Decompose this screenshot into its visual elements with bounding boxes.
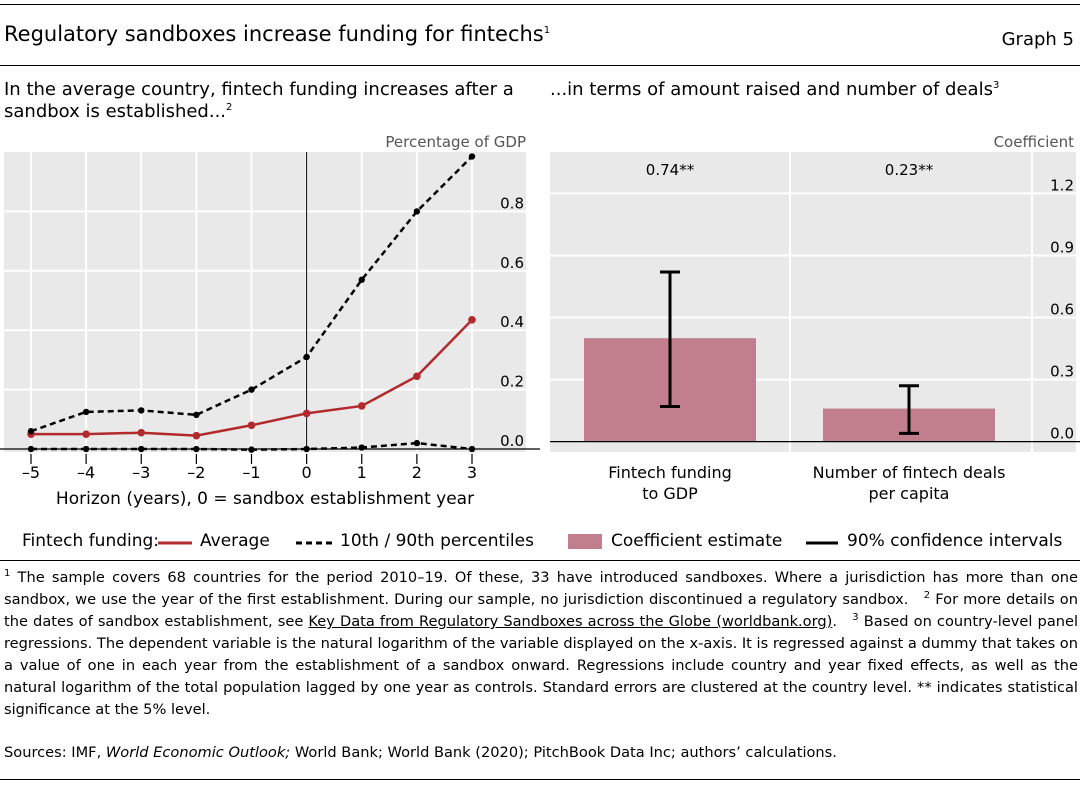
- bottom-rule: [0, 779, 1080, 780]
- right-bar-chart: 0.74** 0.23** 0.0 0.3 0.6 0.9 1.2 Fintech fun…: [550, 152, 1080, 503]
- y-tick-label: 0.2: [500, 373, 524, 391]
- x-tick-label: 1: [357, 463, 367, 482]
- worldbank-link[interactable]: Key Data from Regulatory Sandboxes acros…: [308, 613, 833, 630]
- data-point: [82, 430, 90, 438]
- data-point: [193, 411, 200, 419]
- title-rule: [0, 65, 1080, 66]
- y-tick-label: 0.0: [500, 432, 524, 450]
- y-tick-label: 0.3: [1050, 363, 1074, 381]
- data-point: [192, 431, 201, 440]
- y-tick-label: 1.2: [1050, 176, 1074, 194]
- data-point: [357, 402, 366, 410]
- top-rule: [0, 4, 1080, 5]
- y-tick-label: 0.8: [500, 194, 524, 212]
- y-tick-label: 0.9: [1050, 238, 1074, 256]
- left-unit-label: Percentage of GDP: [385, 133, 526, 151]
- data-point: [413, 208, 421, 215]
- x-tick-label: 0: [302, 463, 312, 482]
- right-unit-label: Coefficient: [993, 133, 1074, 151]
- data-point: [248, 386, 255, 393]
- data-point: [302, 409, 311, 418]
- legend-ci-label: 90% confidence intervals: [847, 531, 1063, 551]
- category-label: Fintech funding: [608, 463, 732, 482]
- data-point: [248, 446, 255, 453]
- category-label: to GDP: [642, 484, 698, 503]
- x-tick-label: –5: [22, 463, 40, 482]
- footnotes: 1 The sample covers 68 countries for the…: [4, 568, 1079, 718]
- data-point: [413, 372, 421, 381]
- category-label: Number of fintech deals: [813, 463, 1006, 482]
- x-tick-label: –3: [132, 463, 150, 482]
- legend-coefficient-swatch: [568, 534, 602, 549]
- left-x-axis-label: Horizon (years), 0 = sandbox establishme…: [56, 489, 474, 509]
- data-point: [413, 439, 421, 447]
- left-plot-area: [4, 152, 526, 452]
- legend-percentiles-swatch: [296, 541, 332, 545]
- x-tick-label: 3: [467, 463, 477, 482]
- legend-coefficient-label: Coefficient estimate: [611, 531, 783, 551]
- data-point: [138, 407, 145, 414]
- legend-ci-swatch: [806, 541, 838, 545]
- graph-label: Graph 5: [1001, 29, 1074, 50]
- data-point: [303, 445, 310, 453]
- data-point: [137, 428, 146, 437]
- legend-average-label: Average: [200, 531, 270, 551]
- data-point: [82, 445, 90, 453]
- data-point: [358, 444, 365, 451]
- data-point: [468, 153, 476, 160]
- y-tick-label: 0.6: [1050, 301, 1074, 319]
- y-tick-label: 0.0: [1050, 425, 1074, 443]
- legend-group-label: Fintech funding:: [22, 531, 160, 551]
- legend-rule: [0, 560, 1080, 561]
- y-tick-label: 0.6: [500, 254, 524, 272]
- category-label: per capita: [869, 484, 950, 503]
- data-point: [27, 428, 35, 435]
- data-point: [468, 445, 476, 453]
- data-point: [358, 276, 365, 283]
- coefficient-value-label: 0.23**: [885, 161, 934, 179]
- data-point: [27, 445, 35, 453]
- data-point: [193, 445, 200, 453]
- y-tick-label: 0.4: [500, 313, 524, 331]
- legend-percentiles-label: 10th / 90th percentiles: [340, 531, 534, 551]
- x-tick-label: –1: [242, 463, 260, 482]
- data-point: [468, 316, 476, 324]
- legend-average-swatch: [158, 541, 192, 545]
- left-line-chart: 0.0 0.2 0.4 0.6 0.8 –5 –4 –3 –2 –1 0 1 2 3 Horizon (…: [0, 152, 540, 509]
- coefficient-value-label: 0.74**: [646, 161, 695, 179]
- x-tick-label: –2: [187, 463, 205, 482]
- data-point: [303, 353, 310, 361]
- data-point: [138, 445, 145, 453]
- right-subtitle: ...in terms of amount raised and number …: [550, 79, 1000, 100]
- x-tick-label: 2: [412, 463, 422, 482]
- page-title: Regulatory sandboxes increase funding fo…: [4, 22, 551, 46]
- left-subtitle: In the average country, fintech funding …: [4, 79, 514, 122]
- sources: Sources: IMF, World Economic Outlook; Wo…: [4, 744, 837, 761]
- data-point: [82, 408, 90, 416]
- data-point: [247, 421, 256, 430]
- x-tick-label: –4: [77, 463, 95, 482]
